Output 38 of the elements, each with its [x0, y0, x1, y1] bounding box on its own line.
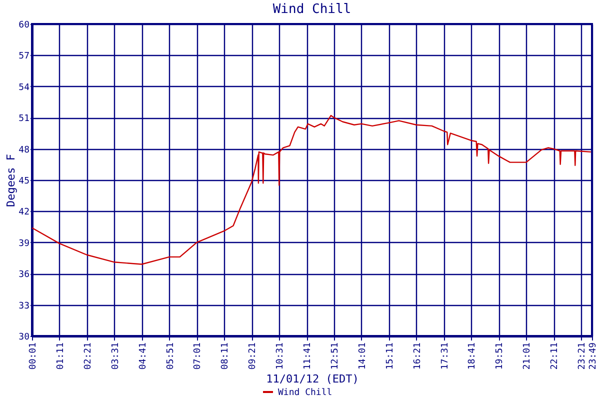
x-tick-label: 08:11	[220, 342, 231, 370]
x-tick-label: 19:51	[495, 342, 506, 370]
x-tick-label: 01:11	[56, 342, 66, 370]
line-series	[31, 114, 592, 265]
x-tick-label: 02:21	[83, 342, 94, 370]
y-tick-label: 51	[18, 114, 30, 124]
x-tick-label: 03:31	[110, 342, 121, 370]
y-tick-label: 48	[18, 145, 30, 156]
x-tick-label: 18:41	[468, 342, 478, 370]
x-tick-label: 17:31	[440, 342, 450, 370]
x-tick-label: 10:31	[276, 342, 286, 370]
x-tick-label: 23:49	[588, 342, 598, 370]
x-tick-label: 16:21	[412, 342, 423, 370]
y-tick-label: 45	[18, 176, 30, 186]
x-tick-label: 00:01	[28, 342, 38, 370]
x-tick-label: 05:51	[166, 342, 176, 370]
legend-label: Wind Chill	[278, 388, 332, 398]
x-tick-label: 12:51	[330, 342, 340, 370]
x-tick-label: 23:21	[578, 342, 588, 370]
x-tick-label: 14:01	[358, 342, 368, 370]
y-tick-label: 54	[18, 82, 30, 93]
x-tick-label: 07:01	[193, 342, 204, 370]
x-tick-label: 22:11	[550, 342, 560, 370]
x-tick-label: 09:21	[248, 342, 258, 370]
y-tick-label: 57	[18, 52, 30, 62]
x-axis-title: 11/01/12 (EDT)	[266, 372, 359, 386]
y-tick-label: 60	[18, 20, 30, 30]
y-tick-label: 30	[18, 332, 30, 342]
y-tick-label: 42	[18, 208, 30, 218]
x-tick-label: 21:01	[522, 342, 533, 370]
y-tick-label: 39	[18, 238, 30, 249]
y-tick-label: 33	[18, 301, 30, 312]
y-tick-label: 36	[18, 270, 30, 280]
x-tick-label: 11:41	[303, 342, 314, 370]
y-axis-title: Degees F	[4, 154, 18, 207]
x-tick-label: 15:11	[385, 342, 396, 370]
chart-title: Wind Chill	[272, 2, 352, 17]
x-tick-label: 04:41	[138, 342, 148, 370]
